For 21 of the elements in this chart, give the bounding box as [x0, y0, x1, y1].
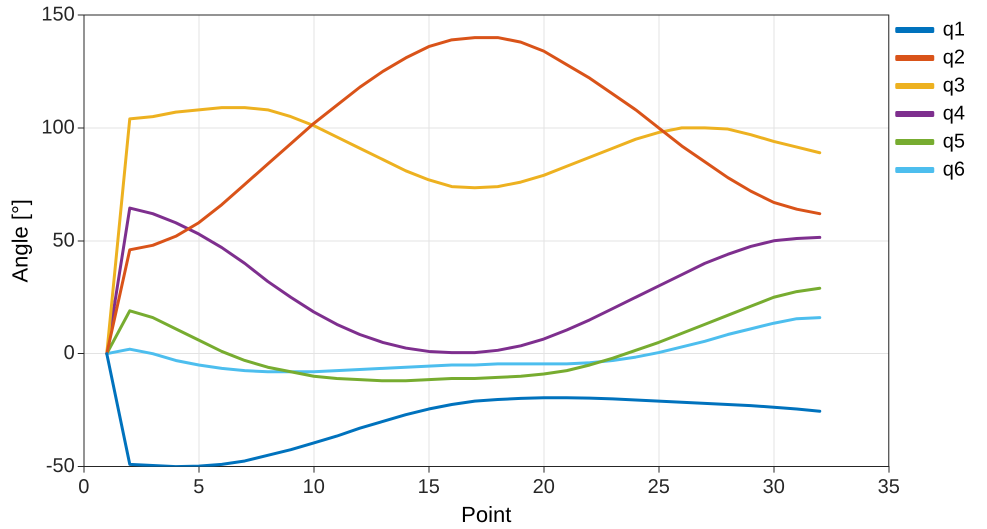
legend-label: q6	[942, 158, 966, 181]
legend-label: q5	[942, 130, 966, 153]
y-tick-label: -50	[46, 455, 75, 478]
x-tick-label: 15	[418, 476, 440, 498]
x-axis-title: Point	[461, 502, 512, 527]
y-tick-label: 150	[41, 4, 75, 26]
x-tick-label: 0	[78, 476, 90, 498]
legend-label: q1	[942, 18, 966, 41]
legend-label: q2	[942, 46, 966, 69]
x-tick-label: 30	[762, 476, 785, 498]
x-tick-label: 25	[648, 476, 670, 498]
x-tick-label: 5	[193, 476, 204, 498]
y-tick-label: 0	[64, 342, 75, 364]
y-tick-label: 100	[41, 116, 75, 138]
x-tick-label: 10	[302, 476, 325, 498]
x-tick-label: 35	[878, 476, 900, 498]
y-tick-label: 50	[52, 229, 75, 252]
legend-label: q4	[942, 102, 966, 125]
legend-label: q3	[942, 74, 966, 97]
y-axis-title: Angle [°]	[7, 199, 32, 283]
x-tick-label: 20	[532, 476, 555, 498]
